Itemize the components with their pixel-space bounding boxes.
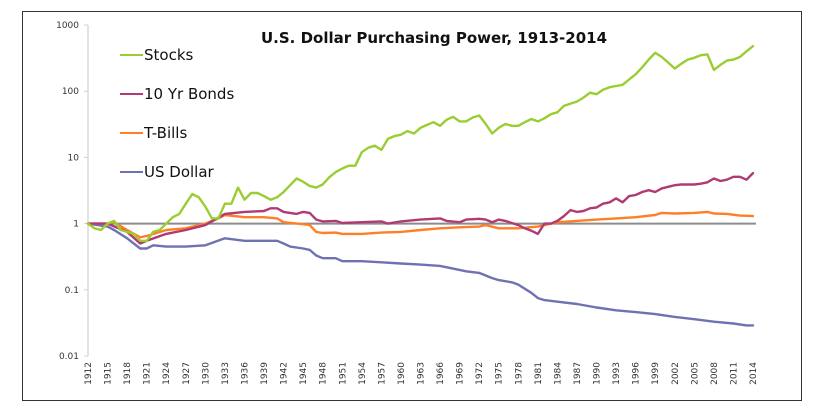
x-tick-label: 1915: [104, 362, 114, 385]
legend-label: US Dollar: [144, 163, 215, 181]
series-lines: [86, 44, 755, 327]
x-tick-label: 1951: [338, 362, 348, 385]
x-tick-label: 1918: [123, 362, 133, 385]
x-tick-label: 1945: [299, 362, 309, 385]
legend-label: T-Bills: [143, 124, 187, 142]
x-tick-label: 1984: [553, 362, 563, 385]
x-tick-label: 1957: [377, 362, 387, 385]
x-tick-label: 1936: [240, 362, 250, 385]
legend-item-us-dollar: US Dollar: [120, 163, 215, 181]
x-tick-label: 1942: [280, 362, 290, 385]
x-tick-label: 1963: [417, 362, 427, 385]
x-tick-label: 2005: [690, 362, 700, 385]
series-line-stocks: [86, 44, 755, 243]
x-tick-label: 1987: [573, 362, 583, 385]
y-tick-label: 0.01: [59, 352, 79, 362]
x-tick-label: 1996: [632, 362, 642, 385]
series-line-us-dollar: [86, 222, 755, 327]
x-tick-label: 1978: [514, 362, 524, 385]
x-tick-label: 1912: [84, 362, 94, 385]
series-line-10-yr-bonds: [86, 171, 755, 245]
series-line-t-bills: [86, 210, 755, 239]
y-tick-label: 10: [68, 153, 80, 163]
x-tick-label: 1921: [143, 362, 153, 385]
chart-title: U.S. Dollar Purchasing Power, 1913-2014: [261, 29, 607, 47]
x-tick-label: 1966: [436, 362, 446, 385]
legend: Stocks 10 Yr Bonds T-Bills US Dollar: [120, 46, 234, 181]
x-tick-label: 1930: [201, 362, 211, 385]
legend-label: 10 Yr Bonds: [144, 85, 234, 103]
x-tick-label: 1975: [495, 362, 505, 385]
x-tick-label: 1972: [475, 362, 485, 385]
x-tick-label: 2011: [729, 362, 739, 385]
legend-item-t-bills: T-Bills: [120, 124, 187, 142]
x-tick-label: 1960: [397, 362, 407, 385]
x-axis: 1912 1915 1918 1921 1924 1927 1930 1933 1936 1939…: [84, 362, 759, 385]
y-axis: 1000 100 10 1 0.1 0.01: [56, 21, 89, 362]
x-tick-label: 1924: [162, 362, 172, 385]
x-tick-label: 1948: [319, 362, 329, 385]
legend-label: Stocks: [144, 46, 194, 64]
x-tick-label: 1999: [651, 362, 661, 385]
chart-border: [22, 11, 802, 401]
x-tick-label: 1933: [221, 362, 231, 385]
y-tick-label: 100: [62, 87, 79, 97]
x-tick-label: 1990: [593, 362, 603, 385]
y-tick-label: 1: [73, 220, 79, 230]
x-tick-label: 1969: [456, 362, 466, 385]
x-tick-label: 1954: [358, 362, 368, 385]
x-tick-label: 2002: [671, 362, 681, 385]
legend-item-stocks: Stocks: [120, 46, 194, 64]
y-tick-label: 0.1: [65, 286, 79, 296]
x-tick-label: 1981: [534, 362, 544, 385]
legend-item-10-yr-bonds: 10 Yr Bonds: [120, 85, 234, 103]
x-tick-label: 1939: [260, 362, 270, 385]
x-tick-label: 1927: [182, 362, 192, 385]
y-tick-label: 1000: [56, 21, 79, 31]
x-tick-label: 2008: [710, 362, 720, 385]
x-tick-label: 2014: [749, 362, 759, 385]
x-tick-label: 1993: [612, 362, 622, 385]
